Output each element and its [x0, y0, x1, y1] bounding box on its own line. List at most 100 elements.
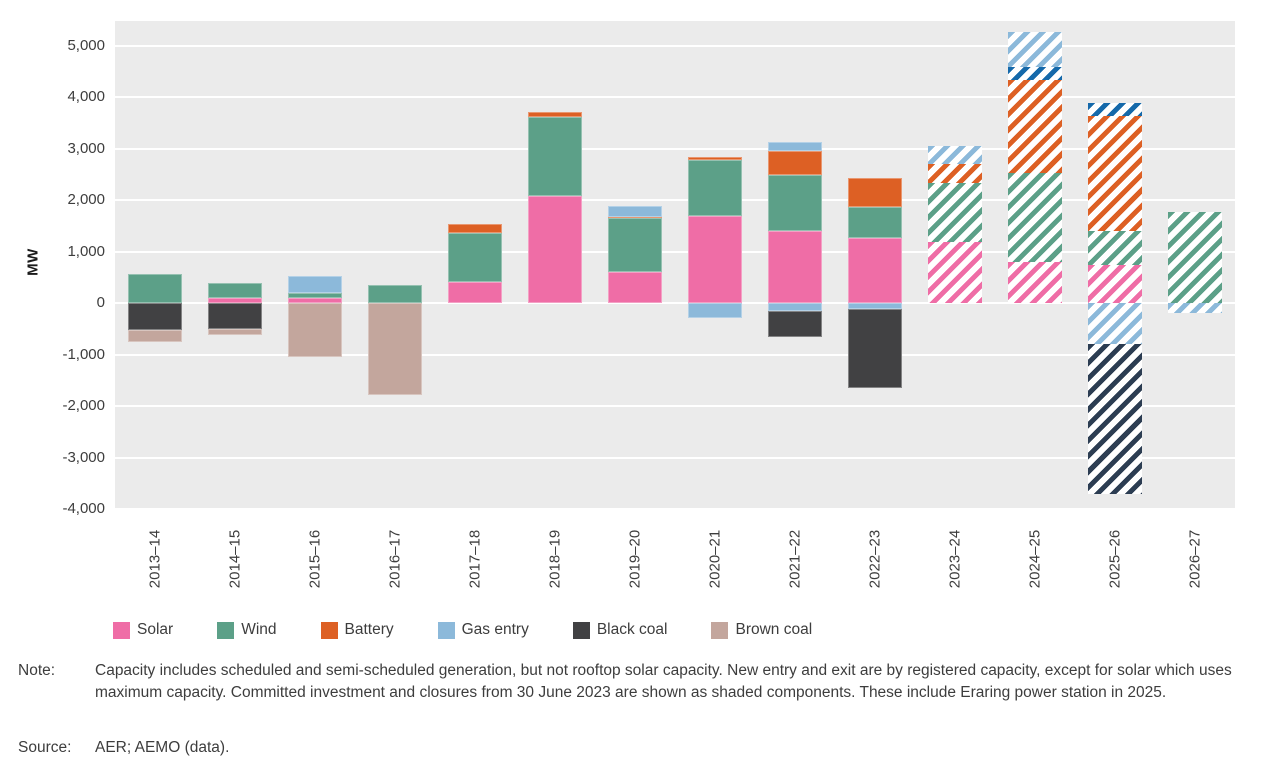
bar-2021-22-segment-gas-entry: [768, 303, 822, 311]
y-tick-label: -4,000: [62, 500, 105, 517]
x-tick-label-2023-24: 2023–24: [946, 529, 964, 589]
y-tick-label: 0: [96, 294, 105, 312]
legend: Solar Wind Battery Gas entry Black coal Brown…: [113, 621, 812, 639]
bar-2015-16-segment-solar: [288, 297, 342, 304]
legend-item-brown-coal: Brown coal: [711, 621, 812, 639]
bar-2014-15-segment-solar: [208, 298, 262, 304]
bar-2025-26-segment-gas-entry: [1088, 303, 1142, 344]
bar-2026-27-segment-gas-entry: [1168, 303, 1222, 313]
bar-2022-23-segment-solar: [848, 237, 902, 304]
gridline--3000: [115, 456, 1235, 459]
bar-2024-25-segment-battery: [1008, 79, 1062, 173]
bar-2017-18-segment-battery: [448, 223, 502, 234]
bar-2019-20-segment-gas-entry: [608, 205, 662, 217]
x-tick-label-2024-25: 2024–25: [1026, 529, 1044, 589]
gridline--4000: [115, 508, 1235, 510]
bar-2014-15-segment-brown-coal: [208, 328, 262, 335]
bar-2015-16-segment-gas-entry: [288, 275, 342, 293]
legend-swatch-wind: [217, 621, 235, 639]
legend-item-wind: Wind: [217, 621, 277, 639]
y-tick-label: 1,000: [67, 242, 105, 260]
gridline--2000: [115, 405, 1235, 408]
bar-2025-26-segment-wind: [1088, 231, 1142, 265]
bar-2015-16-segment-brown-coal: [288, 303, 342, 358]
legend-swatch-solar: [113, 621, 130, 639]
legend-item-gas-entry: Gas entry: [437, 621, 529, 639]
legend-label: Black coal: [596, 621, 668, 638]
bar-2020-21-segment-solar: [688, 215, 742, 304]
bar-2018-19-segment-solar: [528, 195, 582, 304]
legend-swatch-gas-entry: [437, 621, 455, 639]
x-tick-label-2026-27: 2026–27: [1186, 529, 1204, 589]
bar-2022-23-segment-black-coal: [848, 308, 902, 388]
legend-swatch-battery: [320, 621, 338, 639]
gridline-3000: [115, 147, 1235, 150]
legend-swatch-black-coal: [572, 621, 590, 639]
bar-2024-25-segment-wind: [1008, 172, 1062, 262]
bar-2025-26-segment-battery: [1088, 115, 1142, 232]
bar-2019-20-segment-battery: [608, 216, 662, 219]
plot-area: [115, 21, 1235, 510]
legend-label: Battery: [344, 621, 394, 638]
y-tick-label: -2,000: [62, 397, 105, 415]
y-tick-label: 2,000: [67, 191, 105, 209]
bar-2020-21-segment-battery: [688, 157, 742, 161]
bar-2021-22-segment-wind: [768, 174, 822, 231]
note-block: Note: Capacity includes scheduled and se…: [18, 660, 1240, 703]
gridline-0: [115, 302, 1235, 305]
legend-label: Gas entry: [461, 621, 529, 638]
bar-2025-26-segment-unlabelled-dark-blue: [1088, 103, 1142, 116]
legend-swatch-brown-coal: [711, 621, 729, 639]
source-label: Source:: [18, 739, 72, 756]
bar-2022-23-segment-gas-entry: [848, 303, 902, 309]
bar-2014-15-segment-black-coal: [208, 303, 262, 329]
y-tick-label: 4,000: [67, 88, 105, 106]
bar-2021-22-segment-black-coal: [768, 310, 822, 338]
x-tick-label-2017-18: 2017–18: [466, 529, 484, 589]
bar-2023-24-segment-battery: [928, 163, 982, 184]
bar-2024-25-segment-gas-entry: [1008, 31, 1062, 67]
gridline-5000: [115, 44, 1235, 47]
x-tick-label-2025-26: 2025–26: [1106, 529, 1124, 589]
note-text: Capacity includes scheduled and semi-sch…: [95, 662, 1232, 701]
bar-2018-19-segment-wind: [528, 117, 582, 196]
x-tick-label-2016-17: 2016–17: [386, 529, 404, 589]
bar-2017-18-segment-solar: [448, 282, 502, 304]
bar-2024-25-segment-unlabelled-dark-blue: [1008, 66, 1062, 80]
legend-item-battery: Battery: [320, 621, 394, 639]
legend-label: Brown coal: [735, 621, 813, 638]
bar-2025-26-segment-black-coal: [1088, 343, 1142, 494]
legend-item-solar: Solar: [113, 621, 173, 639]
bar-2025-26-segment-solar: [1088, 264, 1142, 304]
bar-2013-14-segment-brown-coal: [128, 329, 182, 342]
legend-label: Wind: [241, 621, 277, 638]
bar-2013-14-segment-wind: [128, 273, 182, 304]
bar-2026-27-segment-wind: [1168, 211, 1222, 304]
bar-2021-22-segment-gas-entry: [768, 142, 822, 151]
x-tick-label-2022-23: 2022–23: [866, 529, 884, 589]
x-tick-label-2021-22: 2021–22: [786, 529, 804, 589]
bar-2021-22-segment-battery: [768, 150, 822, 175]
bar-2019-20-segment-solar: [608, 271, 662, 304]
bar-2023-24-segment-solar: [928, 242, 982, 304]
note-label: Note:: [18, 662, 56, 679]
bar-2020-21-segment-wind: [688, 160, 742, 216]
gridline-1000: [115, 250, 1235, 253]
legend-label: Solar: [137, 621, 174, 638]
y-tick-label: -3,000: [62, 448, 105, 466]
bar-2019-20-segment-wind: [608, 218, 662, 272]
gridline-2000: [115, 199, 1235, 202]
x-tick-label-2018-19: 2018–19: [546, 529, 564, 589]
x-tick-label-2015-16: 2015–16: [306, 529, 324, 589]
bar-2021-22-segment-solar: [768, 230, 822, 304]
bar-2014-15-segment-wind: [208, 282, 262, 299]
gridline-4000: [115, 96, 1235, 99]
x-tick-label-2014-15: 2014–15: [226, 529, 244, 589]
bar-2016-17-segment-wind: [368, 285, 422, 304]
source-block: Source: AER; AEMO (data).: [18, 737, 1240, 759]
bar-2023-24-segment-gas-entry: [928, 145, 982, 164]
bar-2022-23-segment-wind: [848, 206, 902, 238]
x-tick-label-2013-14: 2013–14: [146, 529, 164, 589]
bar-2024-25-segment-solar: [1008, 261, 1062, 304]
bar-2018-19-segment-battery: [528, 111, 582, 118]
